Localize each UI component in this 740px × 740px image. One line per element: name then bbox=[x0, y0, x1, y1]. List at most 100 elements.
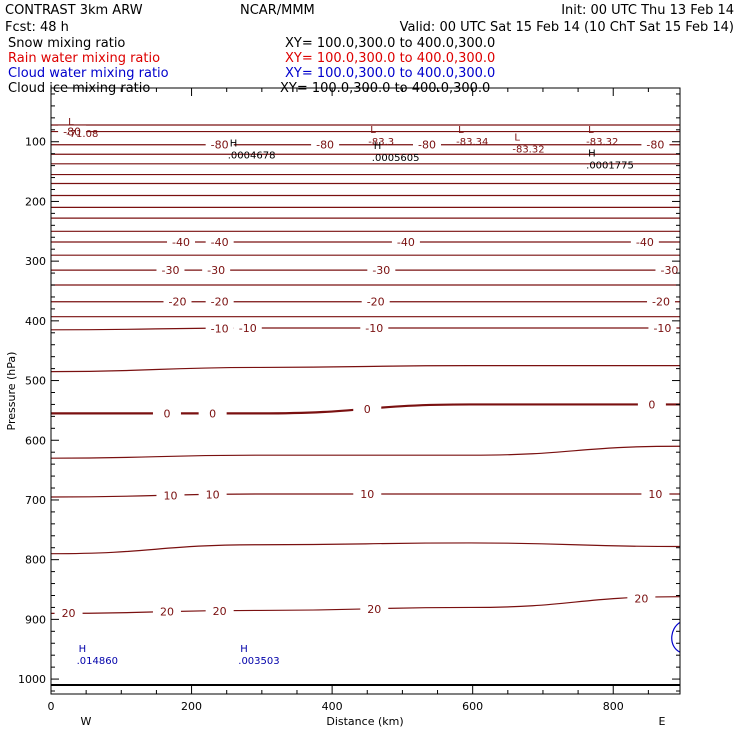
contour-label-bg bbox=[205, 604, 234, 617]
contour-label-bg bbox=[198, 407, 227, 420]
contour-label-bg bbox=[205, 138, 234, 151]
contour-label: -80 bbox=[418, 139, 436, 152]
extremum-value: -83.32 bbox=[512, 145, 544, 156]
y-tick-label: 700 bbox=[25, 494, 46, 507]
contour-label-bg bbox=[412, 138, 441, 151]
extremum-marker: L bbox=[68, 117, 74, 128]
contour-label-bg bbox=[156, 489, 185, 502]
contour-label: 20 bbox=[160, 606, 174, 619]
contour-label: 0 bbox=[209, 407, 216, 420]
contour-label-bg bbox=[167, 236, 196, 249]
contour-label: 10 bbox=[163, 489, 177, 502]
contour-label: 20 bbox=[62, 607, 76, 620]
y-axis-label: Pressure (hPa) bbox=[5, 352, 18, 431]
cloud-water-contour bbox=[671, 621, 681, 653]
x-axis-label: Distance (km) bbox=[326, 715, 403, 728]
field-xy-cloud-water: XY= 100.0,300.0 to 400.0,300.0 bbox=[285, 66, 495, 81]
contour-label: -80 bbox=[211, 139, 229, 152]
title-left: CONTRAST 3km ARW bbox=[5, 3, 143, 18]
extremum-value: .003503 bbox=[238, 656, 279, 667]
contour-label-bg bbox=[627, 592, 656, 605]
y-tick-label: 100 bbox=[25, 136, 46, 149]
contour-label-bg bbox=[637, 398, 666, 411]
contour-label: -30 bbox=[161, 264, 179, 277]
extremum-marker: H bbox=[240, 644, 248, 655]
extremum-marker: H bbox=[230, 139, 238, 150]
contour-label: -40 bbox=[397, 236, 415, 249]
contour-label-bg bbox=[205, 322, 234, 335]
contour-label: -80 bbox=[63, 126, 81, 139]
contour-label: -10 bbox=[239, 322, 257, 335]
extremum-marker: L bbox=[588, 125, 594, 136]
extremum-marker: H bbox=[374, 141, 382, 152]
y-tick-label: 900 bbox=[25, 613, 46, 626]
y-tick-label: 600 bbox=[25, 434, 46, 447]
field-name-snow: Snow mixing ratio bbox=[8, 36, 125, 51]
x-tick-label: 800 bbox=[603, 700, 624, 713]
y-tick-label: 200 bbox=[25, 195, 46, 208]
contour-label: 20 bbox=[213, 605, 227, 618]
contour-label-bg bbox=[630, 236, 659, 249]
contour-label-bg bbox=[641, 487, 670, 500]
contour-label-bg bbox=[205, 295, 234, 308]
contour-line bbox=[51, 542, 680, 555]
extremum-value: .0004678 bbox=[228, 151, 276, 162]
x-tick-label: 200 bbox=[181, 700, 202, 713]
contour-label: 0 bbox=[364, 403, 371, 416]
title-center: NCAR/MMM bbox=[240, 3, 315, 18]
field-xy-snow: XY= 100.0,300.0 to 400.0,300.0 bbox=[285, 36, 495, 51]
contour-label-bg bbox=[163, 295, 192, 308]
contour-label-bg bbox=[391, 236, 420, 249]
extremum-value: -71.08 bbox=[66, 129, 98, 140]
contour-label: 0 bbox=[648, 398, 655, 411]
contour-label: 20 bbox=[367, 603, 381, 616]
field-name-rain: Rain water mixing ratio bbox=[8, 51, 160, 66]
x-tick-label: 0 bbox=[48, 700, 55, 713]
contour-label-bg bbox=[198, 488, 227, 501]
y-tick-label: 500 bbox=[25, 375, 46, 388]
contour-label-bg bbox=[353, 402, 382, 415]
contour-label: 10 bbox=[360, 488, 374, 501]
contour-label-bg bbox=[58, 125, 87, 138]
contour-label-bg bbox=[641, 138, 670, 151]
plot-frame bbox=[50, 87, 681, 695]
contour-label: -30 bbox=[207, 264, 225, 277]
extremum-value: .0001775 bbox=[586, 161, 634, 172]
field-name-cloud-water: Cloud water mixing ratio bbox=[8, 66, 169, 81]
contour-layer: -80 -80 -80 -80 -80 -40 -40 -40 -40 -30 -30 -30 -30 -… bbox=[51, 124, 680, 620]
header-svg: CONTRAST 3km ARW NCAR/MMM Init: 00 UTC T… bbox=[5, 3, 734, 96]
contour-label-bg bbox=[311, 138, 340, 151]
init-time: Init: 00 UTC Thu 13 Feb 14 bbox=[561, 3, 734, 18]
contour-label-bg bbox=[360, 602, 389, 615]
contour-line bbox=[51, 365, 680, 373]
contour-label-bg bbox=[156, 264, 185, 277]
contour-label: -40 bbox=[211, 236, 229, 249]
extremum-value: .0005605 bbox=[372, 153, 420, 164]
contour-label: -30 bbox=[660, 264, 678, 277]
contour-label: -10 bbox=[653, 322, 671, 335]
field-xy-rain: XY= 100.0,300.0 to 400.0,300.0 bbox=[285, 51, 495, 66]
contour-label-bg bbox=[202, 264, 231, 277]
extremum-marker: L bbox=[370, 125, 376, 136]
contour-label: 10 bbox=[206, 489, 220, 502]
extremum-value: -83.34 bbox=[456, 137, 488, 148]
contour-label-bg bbox=[54, 607, 83, 620]
extremum-marker: L bbox=[514, 133, 520, 144]
contour-label-bg bbox=[152, 407, 181, 420]
contour-label-bg bbox=[648, 322, 677, 335]
y-tick-label: 300 bbox=[25, 255, 46, 268]
x-end-label-west: W bbox=[81, 715, 92, 728]
contour-label: -40 bbox=[636, 236, 654, 249]
contour-label: 0 bbox=[163, 407, 170, 420]
y-tick-label: 1000 bbox=[18, 673, 46, 686]
contour-label-bg bbox=[233, 322, 262, 335]
contour-label-bg bbox=[361, 295, 390, 308]
contour-line bbox=[51, 445, 680, 459]
contour-label: -40 bbox=[172, 236, 190, 249]
valid-time: Valid: 00 UTC Sat 15 Feb 14 (10 ChT Sat … bbox=[400, 20, 734, 35]
x-end-label-east: E bbox=[659, 715, 666, 728]
x-tick-label: 600 bbox=[462, 700, 483, 713]
contour-label-bg bbox=[647, 295, 676, 308]
